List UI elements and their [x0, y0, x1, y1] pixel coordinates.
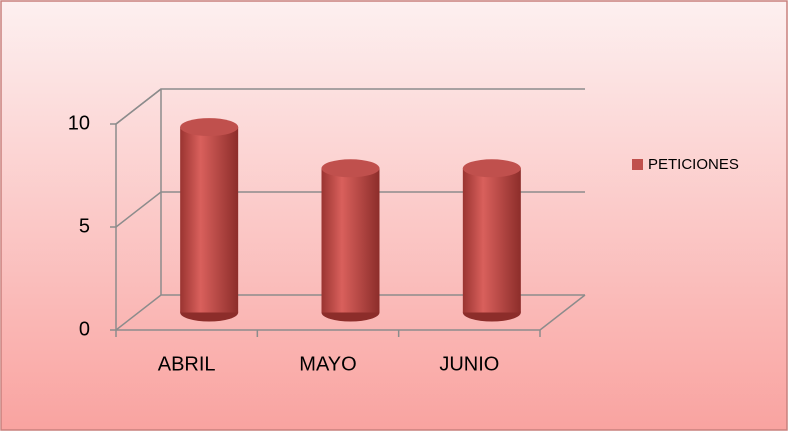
- bar-top: [462, 159, 521, 178]
- y-tick-label: 5: [79, 215, 90, 237]
- bar-top: [321, 159, 380, 178]
- grid-line: [115, 294, 585, 331]
- y-tick-label: 0: [79, 318, 90, 340]
- x-tick-label: ABRIL: [158, 353, 216, 375]
- bar: [321, 168, 380, 313]
- y-tick-label: 10: [68, 112, 90, 134]
- bar-top: [180, 118, 239, 137]
- grid-line: [115, 88, 585, 125]
- bar: [180, 127, 239, 313]
- bar: [462, 168, 521, 313]
- legend-label: PETICIONES: [648, 156, 739, 173]
- x-tick-label: MAYO: [299, 353, 356, 375]
- grid-line: [115, 191, 585, 228]
- x-tick-label: JUNIO: [439, 353, 499, 375]
- legend-swatch: [632, 159, 643, 170]
